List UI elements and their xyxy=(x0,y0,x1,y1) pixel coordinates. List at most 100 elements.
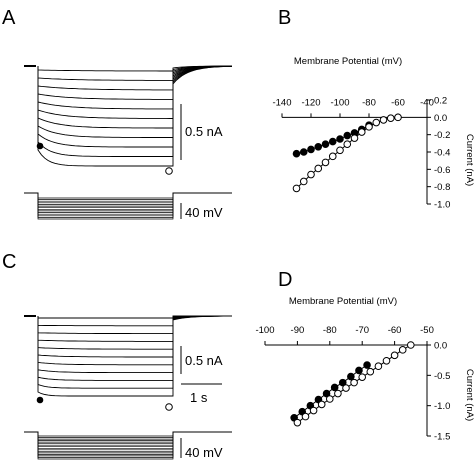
panel-b-y-tick-label: -0.2 xyxy=(434,130,450,141)
panel-a-current-traces xyxy=(37,65,233,167)
panel-b-point-filled xyxy=(307,145,315,154)
panel-d-x-tick-label: -70 xyxy=(355,325,369,336)
panel-d-series-filled-line xyxy=(293,364,368,419)
voltage-step xyxy=(24,192,232,199)
current-trace xyxy=(37,65,232,110)
panel-d-x-tick-label: -100 xyxy=(255,325,274,336)
panel-b-point-open xyxy=(343,140,352,148)
panel-b-point-open xyxy=(307,170,315,179)
panel-d-axes: -100 -90 -80 -70 -60 -500.0 -0.5 -1.0 -1.5 xyxy=(255,325,450,443)
panel-b-x-tick-label: -120 xyxy=(301,97,320,108)
panel-d-x-tick-label: -90 xyxy=(291,325,305,336)
panel-d-point-open xyxy=(293,418,302,427)
voltage-step xyxy=(24,431,232,446)
panel-a-filled-marker xyxy=(36,142,44,150)
panel-b-point-open xyxy=(379,116,388,124)
panel-d-point-open xyxy=(317,400,326,409)
panel-c-traces: 0.5 nA 1 s xyxy=(24,315,233,411)
panel-b-point-filled xyxy=(314,143,323,151)
panel-b-point-filled xyxy=(343,131,352,140)
panel-label-a: A xyxy=(2,7,16,29)
panel-b-point-filled xyxy=(336,135,344,143)
current-trace xyxy=(37,65,233,167)
panel-b-y-tick-label: 0.0 xyxy=(434,113,447,124)
panel-a-current-scale-label: 0.5 nA xyxy=(185,124,223,139)
panel-b-axes: -140 -120 -100 -80 -60 -40 0.2 0.0 -0.2 -0.4 -0.6 -… xyxy=(272,96,450,211)
voltage-step xyxy=(24,431,232,440)
panel-d-point-open xyxy=(309,406,318,415)
panel-b-point-open xyxy=(365,123,373,131)
panel-d-y-axis-title: Current (nA) xyxy=(464,369,474,421)
panel-b-point-open xyxy=(394,113,402,122)
panel-c-current-traces xyxy=(37,315,233,397)
panel-d-y-tick-label: -1.0 xyxy=(434,401,450,412)
panel-b-x-tick-label: -60 xyxy=(391,97,405,108)
panel-b-point-filled xyxy=(292,149,301,158)
panel-a-traces: 0.5 nA xyxy=(24,65,233,175)
panel-d-point-filled xyxy=(330,383,339,392)
panel-b-point-filled xyxy=(321,140,330,148)
panel-d-y-tick-label: -0.5 xyxy=(434,371,450,382)
panel-b-iv-plot: Membrane Potential (mV) -140 -120 -100 -80-… xyxy=(272,56,474,211)
panel-d-point-filled xyxy=(347,372,355,381)
panel-d-point-filled xyxy=(355,366,363,375)
panel-label-c: C xyxy=(2,251,16,273)
panel-label-d: D xyxy=(278,269,292,291)
panel-d-point-open xyxy=(382,356,391,365)
panel-d-point-filled xyxy=(322,389,331,398)
panel-d-point-filled xyxy=(338,378,347,387)
panel-b-point-open xyxy=(372,118,381,127)
panel-b-x-tick-label: -140 xyxy=(272,97,291,108)
voltage-step xyxy=(24,192,232,202)
panel-c-time-scale-label: 1 s xyxy=(190,390,208,405)
current-trace xyxy=(37,65,232,91)
panel-c-voltage-scale-label: 40 mV xyxy=(185,445,223,460)
panel-b-x-tick-label: -100 xyxy=(330,97,349,108)
panel-b-point-open xyxy=(357,128,366,136)
panel-d-point-open xyxy=(342,384,350,392)
current-trace xyxy=(37,315,232,350)
panel-a-voltage-scale-label: 40 mV xyxy=(185,205,223,220)
panel-b-y-axis-title: Current (nA) xyxy=(464,134,474,186)
panel-b-y-tick-label: 0.2 xyxy=(434,96,447,107)
current-trace xyxy=(37,65,232,119)
panel-d-point-open xyxy=(350,378,358,387)
panel-b-point-open xyxy=(321,158,330,167)
panel-b-x-tick-label: -80 xyxy=(362,97,376,108)
panel-a-voltage-steps xyxy=(24,192,232,220)
panel-d-iv-plot: Membrane Potential (mV) -100 -90 -80 -70 -60… xyxy=(255,296,474,443)
voltage-step xyxy=(24,192,232,220)
panel-d-point-open xyxy=(407,341,415,349)
panel-label-b: B xyxy=(278,7,291,29)
panel-b-point-filled xyxy=(299,148,308,156)
panel-b-point-open xyxy=(299,177,308,186)
panel-b-series xyxy=(292,113,402,193)
panel-c-filled-marker xyxy=(36,396,44,404)
panel-d-point-filled xyxy=(363,361,371,369)
current-trace xyxy=(37,315,232,327)
panel-b-y-tick-label: -1.0 xyxy=(434,200,450,211)
panel-d-series xyxy=(290,341,415,427)
panel-d-y-tick-label: -1.5 xyxy=(434,432,450,443)
panel-d-point-open xyxy=(366,367,375,376)
panel-d-x-tick-label: -60 xyxy=(388,325,402,336)
panel-b-y-tick-label: -0.6 xyxy=(434,165,450,176)
panel-b-point-open xyxy=(336,146,344,155)
voltage-step xyxy=(24,431,232,438)
panel-b-x-tick-label: -40 xyxy=(420,97,434,108)
panel-c-current-scale-label: 0.5 nA xyxy=(185,353,223,368)
panel-b-point-open xyxy=(350,134,359,142)
voltage-step xyxy=(24,431,232,437)
panel-d-point-open xyxy=(398,346,407,354)
current-trace xyxy=(37,315,232,342)
panel-b-y-tick-label: -0.8 xyxy=(434,182,450,193)
panel-a-voltage-protocol: 40 mV xyxy=(24,192,232,220)
panel-d-x-tick-label: -50 xyxy=(420,325,434,336)
panel-d-point-open xyxy=(374,362,383,371)
panel-d-x-axis-title: Membrane Potential (mV) xyxy=(289,296,397,307)
panel-c-voltage-protocol: 40 mV xyxy=(24,431,232,460)
panel-c-voltage-steps xyxy=(24,431,232,460)
panel-b-point-open xyxy=(328,152,337,161)
current-trace xyxy=(37,315,232,358)
